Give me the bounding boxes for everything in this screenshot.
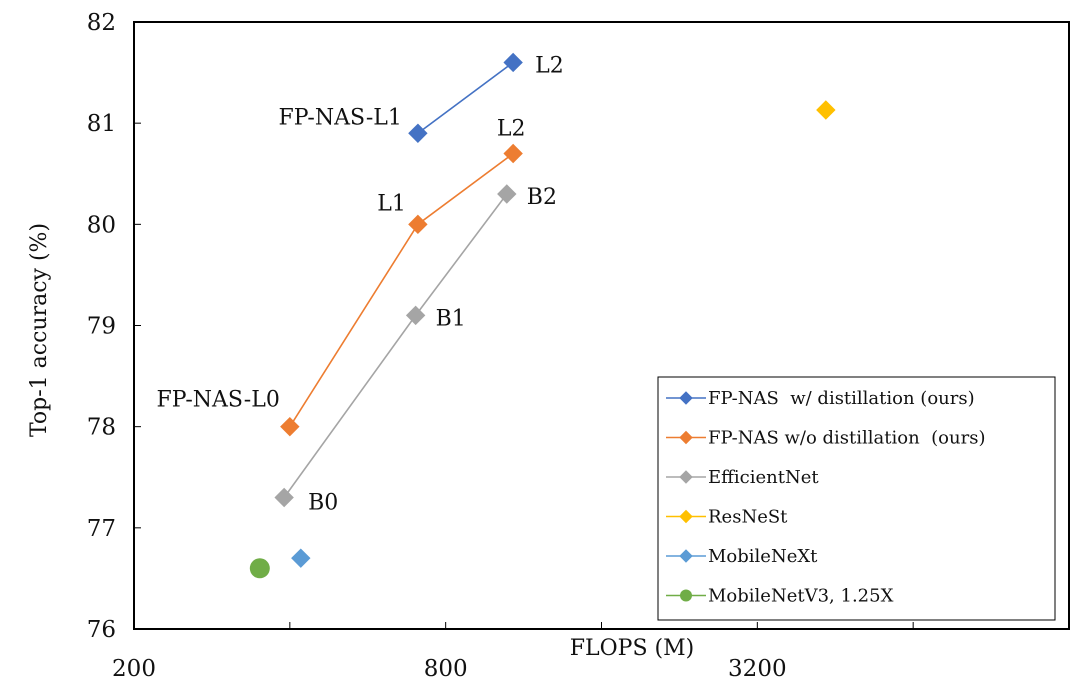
legend-swatch-marker xyxy=(679,430,693,445)
series-line xyxy=(417,61,514,134)
x-tick-label: 800 xyxy=(424,656,468,682)
data-point xyxy=(249,558,270,579)
data-point xyxy=(291,548,311,568)
point-label: L2 xyxy=(497,117,526,142)
legend-swatch-marker xyxy=(680,589,692,602)
point-label: L2 xyxy=(535,53,564,78)
x-tick-label: 3200 xyxy=(728,656,787,682)
point-label: B0 xyxy=(308,490,338,515)
legend-swatch-marker xyxy=(679,470,693,484)
data-point xyxy=(497,184,517,204)
legend-label: MobileNetV3, 1.25X xyxy=(708,586,894,607)
point-label: FP-NAS-L1 xyxy=(279,105,402,130)
data-point xyxy=(408,214,428,235)
y-tick-label: 80 xyxy=(87,212,116,238)
point-label: L1 xyxy=(377,191,406,216)
x-axis-title: FLOPS (M) xyxy=(570,636,694,661)
legend-label: EfficientNet xyxy=(708,467,819,488)
y-tick-label: 77 xyxy=(87,516,116,542)
data-point xyxy=(816,100,836,120)
point-label: B2 xyxy=(527,185,557,210)
point-label: B1 xyxy=(436,306,466,331)
legend xyxy=(657,376,1056,621)
y-axis-title: Top-1 accuracy (%) xyxy=(27,223,52,437)
y-tick-label: 79 xyxy=(87,314,116,340)
legend-label: MobileNeXt xyxy=(708,546,818,567)
y-tick-label: 76 xyxy=(87,617,116,643)
data-point xyxy=(274,487,294,508)
data-point xyxy=(280,416,300,437)
data-point xyxy=(503,52,523,73)
y-tick-label: 78 xyxy=(87,415,116,441)
data-point xyxy=(408,123,428,143)
legend-label: FP-NAS w/o distillation (ours) xyxy=(708,428,985,449)
legend-swatch-marker xyxy=(679,391,693,405)
data-point xyxy=(405,305,426,326)
x-tick-label: 200 xyxy=(112,656,156,682)
y-tick-label: 82 xyxy=(87,10,116,36)
point-label: FP-NAS-L0 xyxy=(156,388,279,413)
legend-swatch-marker xyxy=(679,549,693,563)
legend-label: FP-NAS w/ distillation (ours) xyxy=(708,388,975,409)
y-tick-label: 81 xyxy=(87,111,116,137)
data-point xyxy=(503,143,523,164)
legend-swatch-marker xyxy=(679,509,693,524)
legend-label: ResNeSt xyxy=(708,507,788,528)
